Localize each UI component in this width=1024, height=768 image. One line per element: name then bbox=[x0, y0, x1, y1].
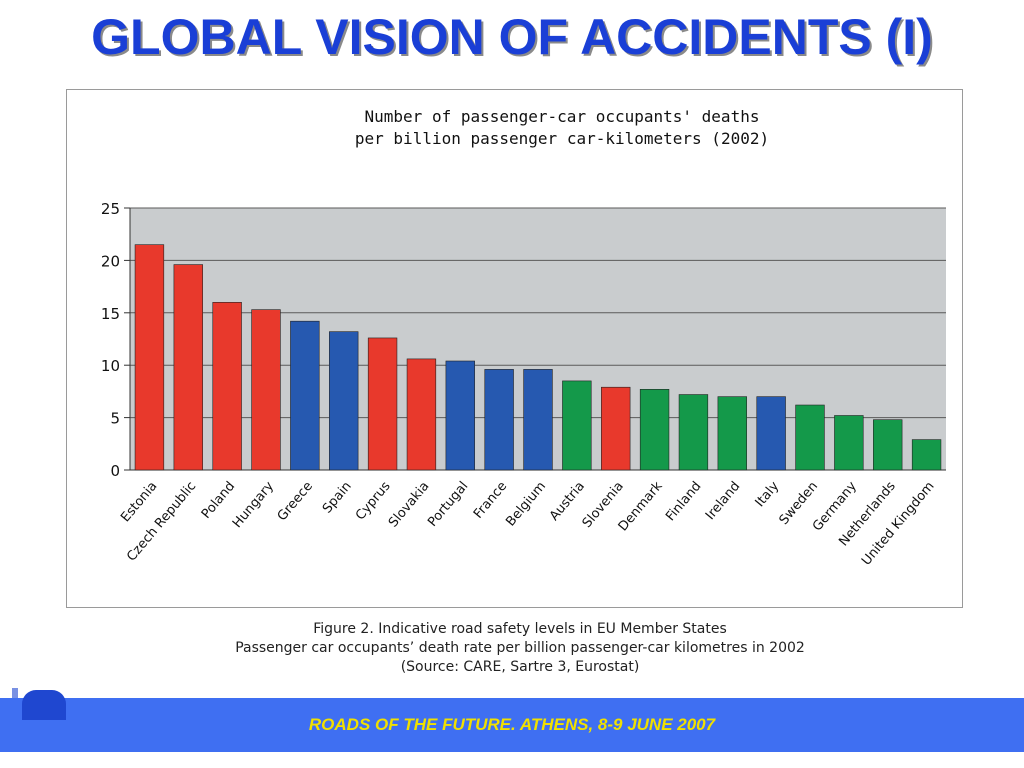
x-tick-label: Ireland bbox=[703, 479, 743, 523]
y-tick-label: 5 bbox=[110, 410, 120, 428]
bar-italy bbox=[756, 396, 786, 471]
y-tick-label: 20 bbox=[101, 252, 120, 270]
chart-title: Number of passenger-car occupants' death… bbox=[0, 106, 1024, 150]
footer-bar: ROADS OF THE FUTURE. ATHENS, 8-9 JUNE 20… bbox=[0, 698, 1024, 752]
bar-slovenia bbox=[601, 386, 631, 471]
chart-title-line-2: per billion passenger car-kilometers (20… bbox=[354, 129, 770, 148]
y-tick-label: 0 bbox=[110, 462, 120, 480]
bar-cyprus bbox=[367, 337, 398, 471]
x-tick-label: Slovakia bbox=[386, 479, 433, 530]
x-tick-label: Austria bbox=[547, 479, 588, 524]
logo-tab-icon bbox=[22, 690, 66, 720]
caption-line-2: Passenger car occupants’ death rate per … bbox=[235, 640, 805, 656]
caption-line-1: Figure 2. Indicative road safety levels … bbox=[313, 621, 727, 637]
bar-spain bbox=[329, 331, 359, 471]
caption-line-3: (Source: CARE, Sartre 3, Eurostat) bbox=[400, 659, 640, 675]
y-tick-label: 10 bbox=[101, 357, 120, 375]
bar-hungary bbox=[251, 309, 281, 471]
chart-title-line-1: Number of passenger-car occupants' death… bbox=[364, 107, 760, 126]
x-tick-label: Portugal bbox=[425, 479, 471, 530]
x-tick-label: United Kingdom bbox=[859, 479, 938, 569]
x-tick-label: Poland bbox=[199, 479, 238, 522]
bar-poland bbox=[212, 302, 242, 471]
x-tick-label: Czech Republic bbox=[124, 479, 199, 564]
bar-ireland bbox=[717, 396, 747, 471]
bar-france bbox=[484, 369, 514, 471]
bar-greece bbox=[290, 320, 320, 471]
bar-finland bbox=[678, 394, 709, 471]
y-tick-label: 15 bbox=[101, 305, 120, 323]
bar-germany bbox=[834, 415, 864, 471]
bar-slovakia bbox=[406, 358, 437, 471]
bar-denmark bbox=[639, 389, 670, 471]
x-tick-label: France bbox=[471, 479, 510, 522]
x-tick-label: Cyprus bbox=[353, 479, 394, 524]
bar-portugal bbox=[445, 360, 475, 471]
bar-austria bbox=[562, 380, 592, 471]
bar-estonia bbox=[134, 244, 165, 471]
x-tick-label: Finland bbox=[663, 479, 704, 524]
bar-sweden bbox=[795, 404, 825, 471]
figure-caption: Figure 2. Indicative road safety levels … bbox=[120, 620, 920, 677]
logo-mark-icon bbox=[12, 688, 18, 702]
x-tick-label: Belgium bbox=[503, 479, 549, 529]
bar-czech-republic bbox=[173, 264, 203, 471]
x-tick-label: Italy bbox=[753, 479, 783, 510]
bar-belgium bbox=[523, 369, 553, 471]
footer-text: ROADS OF THE FUTURE. ATHENS, 8-9 JUNE 20… bbox=[308, 715, 716, 734]
bar-netherlands bbox=[873, 419, 903, 471]
y-tick-label: 25 bbox=[101, 200, 120, 218]
x-tick-label: Hungary bbox=[230, 479, 277, 531]
slide-title: GLOBAL VISION OF ACCIDENTS (I) bbox=[91, 9, 933, 65]
bar-united-kingdom bbox=[911, 439, 942, 471]
x-tick-label: Greece bbox=[275, 479, 316, 524]
x-tick-label: Spain bbox=[320, 479, 355, 516]
